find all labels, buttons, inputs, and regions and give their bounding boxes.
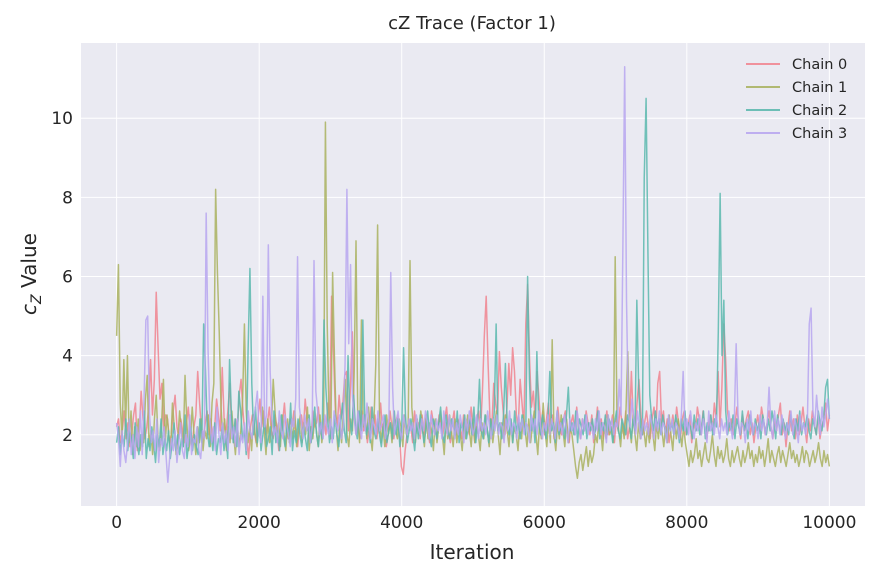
x-tick-label: 4000 xyxy=(380,513,423,533)
y-tick-label: 2 xyxy=(62,426,73,446)
y-axis-label-main: c xyxy=(17,304,41,315)
x-axis-label: Iteration xyxy=(430,540,515,564)
x-tick-label: 8000 xyxy=(665,513,708,533)
y-axis-label: cZ Value xyxy=(17,233,45,315)
y-axis-label-sub: Z xyxy=(29,294,45,305)
y-tick-label: 4 xyxy=(62,347,73,367)
chart-title: cZ Trace (Factor 1) xyxy=(388,13,556,34)
x-tick-label: 10000 xyxy=(802,513,856,533)
y-axis: 2 4 6 8 10 xyxy=(51,109,73,446)
y-tick-label: 6 xyxy=(62,267,73,287)
y-tick-label: 8 xyxy=(62,188,73,208)
legend-label: Chain 3 xyxy=(792,126,847,142)
x-axis: 0 2000 4000 6000 8000 10000 xyxy=(111,513,856,533)
legend-label: Chain 1 xyxy=(792,80,847,96)
x-tick-label: 2000 xyxy=(238,513,281,533)
y-tick-label: 10 xyxy=(51,109,73,129)
x-tick-label: 6000 xyxy=(523,513,566,533)
series-line-chain-3 xyxy=(115,65,831,484)
legend-label: Chain 2 xyxy=(792,103,847,119)
x-tick-label: 0 xyxy=(111,513,122,533)
y-axis-label-rest: Value xyxy=(17,233,41,294)
series-layer xyxy=(115,65,831,484)
legend-label: Chain 0 xyxy=(792,57,847,73)
legend: Chain 0 Chain 1 Chain 2 Chain 3 xyxy=(746,57,847,142)
series-line-chain-2 xyxy=(115,97,831,464)
